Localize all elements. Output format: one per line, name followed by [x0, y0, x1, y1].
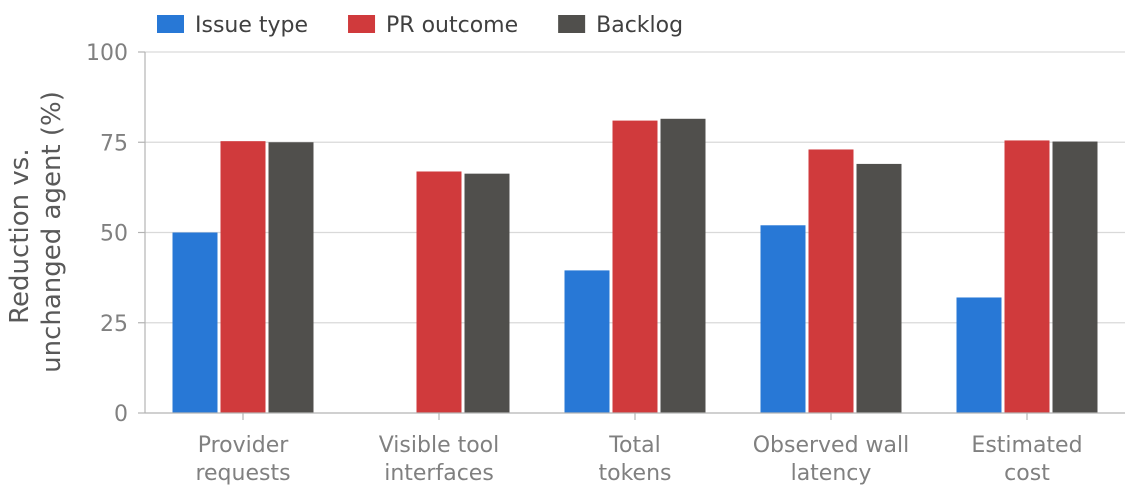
bar-backlog — [856, 163, 902, 413]
x-tick-label: interfaces — [384, 461, 494, 486]
y-axis-label-line1: Reduction vs. — [5, 148, 35, 323]
x-tick-label: latency — [791, 461, 872, 486]
y-tick-label: 100 — [86, 41, 128, 66]
y-tick-label: 25 — [100, 312, 128, 337]
bar-pr-outcome — [1004, 140, 1050, 413]
bars — [172, 118, 1098, 414]
bar-issue-type — [172, 232, 218, 413]
x-tick-label: requests — [195, 461, 290, 486]
bar-issue-type — [760, 225, 806, 413]
y-tick-label: 50 — [100, 222, 128, 247]
x-tick-label: Total — [608, 433, 660, 458]
axes: 0 25 50 75 100 Provider requests Visible tool in… — [86, 41, 1125, 486]
y-axis-label: Reduction vs. unchanged agent (%) — [5, 91, 67, 373]
bar-pr-outcome — [612, 120, 658, 413]
x-tick-label: cost — [1004, 461, 1050, 486]
bar-pr-outcome — [416, 171, 462, 413]
x-tick-label: Visible tool — [379, 433, 500, 458]
x-tick-label: Provider — [198, 433, 290, 458]
bar-backlog — [464, 173, 510, 413]
bar-issue-type — [564, 270, 610, 413]
bar-backlog — [1052, 141, 1098, 413]
x-tick-label: tokens — [599, 461, 672, 486]
bar-pr-outcome — [808, 149, 854, 413]
y-tick-label: 0 — [114, 402, 128, 427]
legend-swatch — [558, 15, 586, 33]
legend: Issue type PR outcome Backlog — [157, 13, 683, 38]
legend-label: Backlog — [596, 13, 683, 38]
bar-backlog — [268, 142, 314, 413]
legend-label: PR outcome — [386, 13, 518, 38]
bar-backlog — [660, 118, 706, 413]
y-axis-label-line2: unchanged agent (%) — [37, 91, 67, 373]
legend-label: Issue type — [195, 13, 308, 38]
bar-issue-type — [956, 297, 1002, 413]
y-tick-label: 75 — [100, 131, 128, 156]
x-tick-label: Estimated — [971, 433, 1082, 458]
x-tick-label: Observed wall — [753, 433, 910, 458]
bar-pr-outcome — [220, 141, 266, 414]
legend-swatch — [348, 15, 376, 33]
legend-swatch — [157, 15, 184, 33]
